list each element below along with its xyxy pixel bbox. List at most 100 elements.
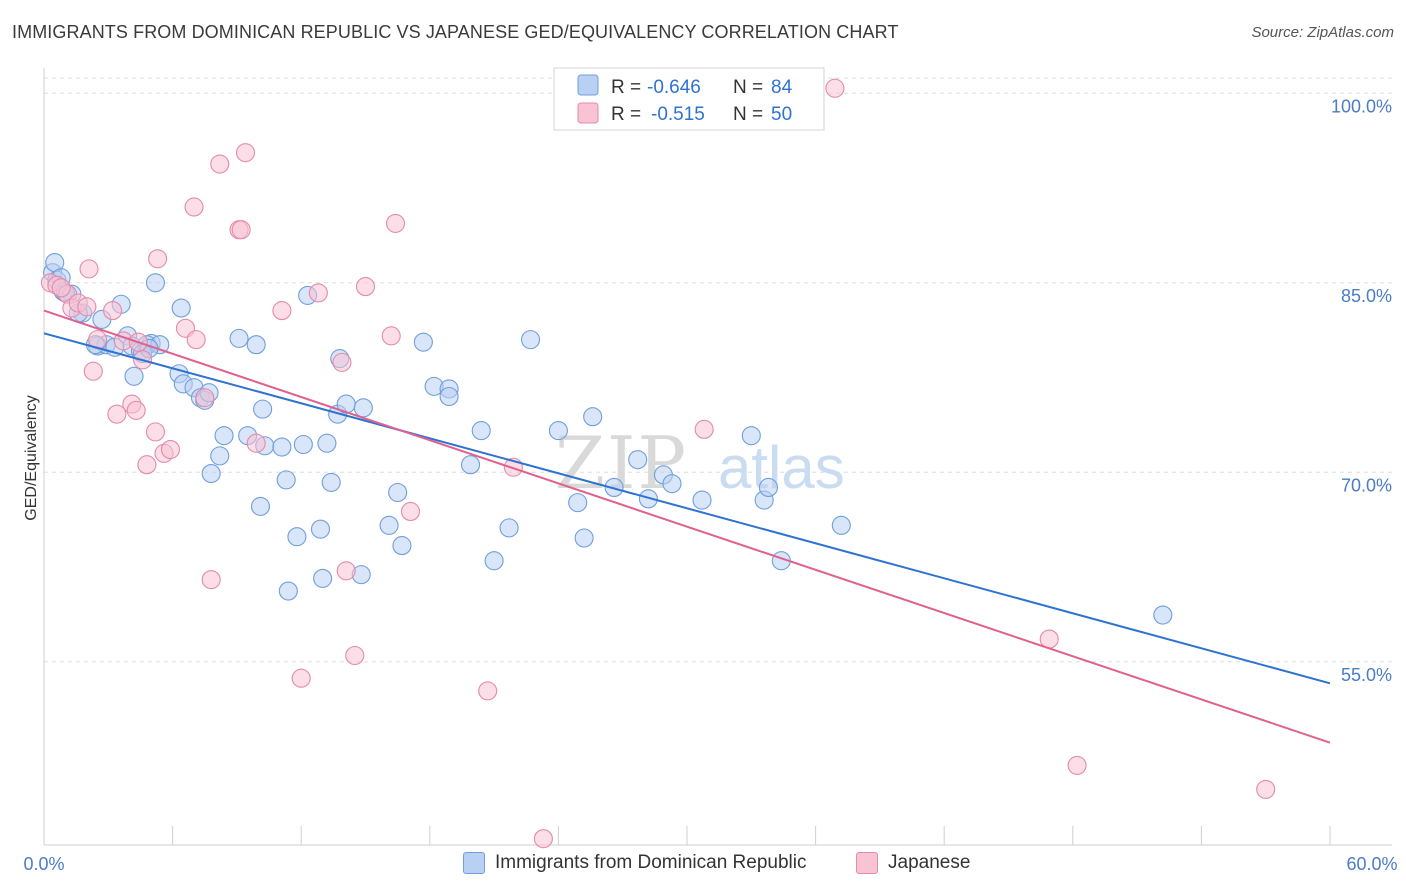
point-dominican bbox=[272, 437, 292, 457]
chart-source: Source: ZipAtlas.com bbox=[1251, 24, 1394, 41]
point-japanese bbox=[137, 455, 157, 475]
x-axis-ticks bbox=[43, 826, 1331, 845]
point-dominican bbox=[568, 493, 588, 513]
point-dominican bbox=[210, 446, 230, 466]
point-japanese bbox=[83, 361, 103, 381]
legend-r-value-2: -0.515 bbox=[651, 104, 705, 125]
point-dominican bbox=[439, 386, 459, 407]
trend-lines bbox=[43, 309, 1331, 744]
legend-n-value-1: 84 bbox=[771, 77, 793, 98]
point-dominican bbox=[317, 433, 337, 453]
point-dominican bbox=[662, 474, 682, 494]
point-dominican bbox=[293, 434, 313, 455]
point-japanese bbox=[231, 220, 251, 240]
point-japanese bbox=[825, 78, 845, 98]
point-japanese bbox=[77, 297, 97, 317]
legend-n-label-2: N = bbox=[733, 104, 763, 125]
point-dominican bbox=[1153, 605, 1173, 625]
legend-swatch-blue bbox=[577, 74, 599, 96]
point-dominican bbox=[353, 398, 373, 418]
point-japanese bbox=[126, 400, 146, 420]
point-japanese bbox=[1256, 779, 1276, 799]
point-japanese bbox=[345, 645, 365, 666]
point-dominican bbox=[253, 399, 273, 419]
point-japanese bbox=[336, 561, 356, 581]
y-tick-label: 100.0% bbox=[1331, 96, 1392, 116]
point-dominican bbox=[692, 490, 712, 510]
stats-legend: R = -0.646 N = 84 R = -0.515 N = 50 bbox=[553, 67, 825, 131]
point-dominican bbox=[758, 477, 778, 498]
point-dominican bbox=[379, 515, 399, 535]
point-dominican bbox=[171, 298, 191, 318]
point-dominican bbox=[413, 332, 433, 352]
point-dominican bbox=[287, 527, 307, 547]
point-japanese bbox=[381, 326, 401, 346]
bottom-legend: Immigrants from Dominican Republic Japan… bbox=[0, 852, 1406, 878]
point-japanese bbox=[148, 249, 168, 269]
chart-title: IMMIGRANTS FROM DOMINICAN REPUBLIC VS JA… bbox=[12, 22, 899, 42]
legend-swatch-dominican bbox=[463, 852, 485, 874]
point-dominican bbox=[831, 515, 851, 535]
point-japanese bbox=[400, 501, 421, 522]
point-dominican bbox=[214, 426, 234, 446]
trendline-dominican bbox=[43, 332, 1331, 685]
x-tick-label-max: 60.0% bbox=[1346, 854, 1397, 874]
point-japanese bbox=[478, 681, 498, 701]
point-japanese bbox=[186, 330, 206, 350]
point-dominican bbox=[278, 581, 298, 601]
point-japanese bbox=[235, 143, 256, 163]
point-japanese bbox=[103, 301, 123, 321]
point-dominican bbox=[229, 328, 249, 348]
point-dominican bbox=[145, 273, 166, 293]
gridlines bbox=[44, 77, 1392, 663]
point-dominican bbox=[574, 528, 594, 548]
watermark-atlas: atlas bbox=[718, 434, 845, 501]
legend-swatch-japanese bbox=[856, 852, 878, 874]
point-japanese bbox=[107, 404, 127, 424]
point-japanese bbox=[79, 259, 99, 279]
point-dominican bbox=[471, 421, 491, 441]
point-dominican bbox=[460, 455, 481, 475]
legend-item-dominican: Immigrants from Dominican Republic bbox=[463, 852, 807, 874]
point-dominican bbox=[583, 407, 603, 427]
point-japanese bbox=[246, 433, 266, 453]
point-dominican bbox=[321, 472, 341, 492]
y-axis-tick-labels: 55.0% 70.0% 85.0% 100.0% bbox=[1331, 96, 1392, 685]
legend-label-dominican: Immigrants from Dominican Republic bbox=[495, 852, 807, 873]
point-japanese bbox=[210, 154, 230, 174]
point-japanese bbox=[145, 422, 166, 442]
point-dominican bbox=[201, 464, 221, 484]
point-dominican bbox=[484, 551, 504, 571]
point-dominican bbox=[499, 518, 519, 538]
point-japanese bbox=[308, 283, 328, 303]
point-japanese bbox=[195, 388, 215, 408]
legend-item-japanese: Japanese bbox=[856, 852, 970, 874]
y-tick-label: 85.0% bbox=[1341, 286, 1392, 306]
legend-label-japanese: Japanese bbox=[888, 852, 971, 873]
point-dominican bbox=[628, 450, 648, 470]
point-dominican bbox=[246, 335, 266, 355]
point-japanese bbox=[291, 668, 311, 688]
legend-n-value-2: 50 bbox=[771, 104, 792, 125]
legend-r-label-2: R = bbox=[611, 104, 641, 125]
x-tick-label-min: 0.0% bbox=[23, 854, 64, 874]
point-japanese bbox=[184, 197, 204, 217]
point-japanese bbox=[355, 277, 376, 297]
legend-n-label-1: N = bbox=[733, 77, 763, 98]
point-dominican bbox=[310, 519, 331, 539]
y-tick-label: 70.0% bbox=[1341, 475, 1392, 495]
point-dominican bbox=[520, 330, 541, 350]
point-japanese bbox=[332, 352, 352, 372]
point-japanese bbox=[694, 419, 714, 439]
y-axis-label: GED/Equivalency bbox=[23, 395, 40, 520]
point-japanese bbox=[201, 570, 221, 590]
point-dominican bbox=[276, 470, 296, 490]
point-japanese bbox=[1067, 755, 1087, 775]
trendline-japanese bbox=[43, 309, 1331, 744]
point-japanese bbox=[272, 301, 292, 321]
point-dominican bbox=[313, 568, 333, 588]
point-dominican bbox=[124, 366, 144, 386]
point-dominican bbox=[250, 496, 271, 516]
point-dominican bbox=[741, 426, 761, 446]
